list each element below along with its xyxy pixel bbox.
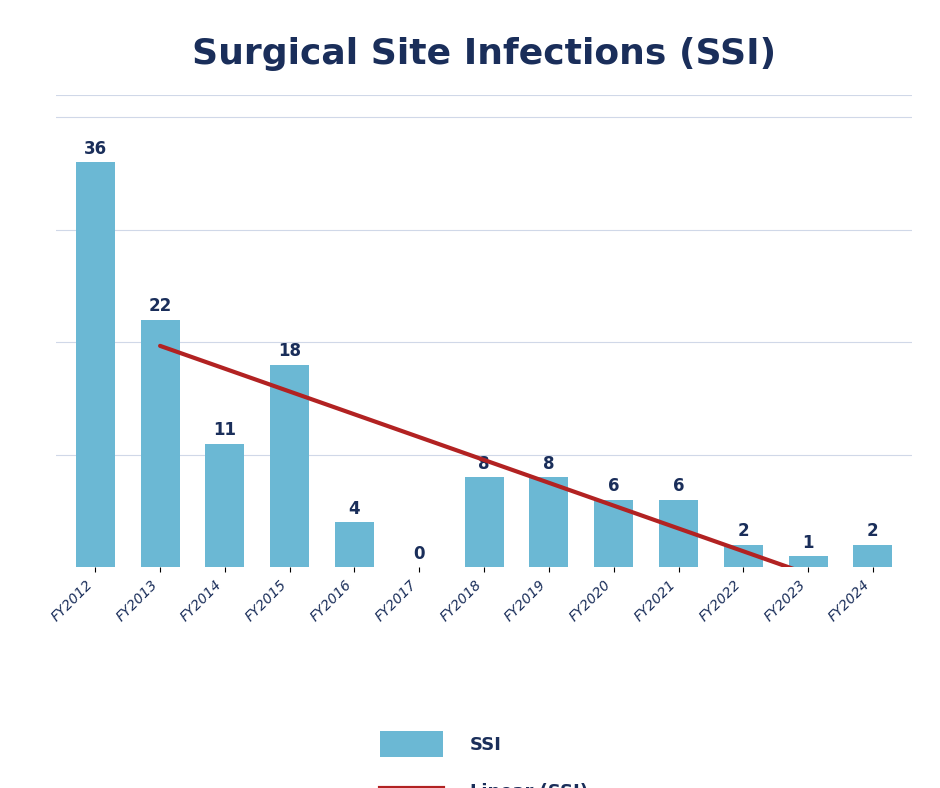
Text: 2: 2 xyxy=(738,522,749,541)
Bar xyxy=(464,478,504,567)
Text: 6: 6 xyxy=(608,478,619,496)
Bar xyxy=(789,556,827,567)
Bar xyxy=(594,500,634,567)
Legend: SSI, Linear (SSI): SSI, Linear (SSI) xyxy=(380,731,588,788)
Title: Surgical Site Infections (SSI): Surgical Site Infections (SSI) xyxy=(192,37,776,71)
Text: 4: 4 xyxy=(349,500,360,518)
Bar xyxy=(141,320,180,567)
Text: 8: 8 xyxy=(478,455,490,473)
Text: 1: 1 xyxy=(803,533,814,552)
Bar xyxy=(854,545,892,567)
Bar xyxy=(76,162,115,567)
Bar xyxy=(659,500,697,567)
Bar xyxy=(206,444,244,567)
Text: 2: 2 xyxy=(867,522,879,541)
Bar xyxy=(335,522,374,567)
Text: 11: 11 xyxy=(213,421,236,439)
Bar xyxy=(529,478,569,567)
Text: 22: 22 xyxy=(149,297,172,315)
Text: 18: 18 xyxy=(278,342,301,360)
Bar xyxy=(271,365,309,567)
Text: 0: 0 xyxy=(414,545,425,563)
Text: 6: 6 xyxy=(673,478,684,496)
Bar xyxy=(724,545,762,567)
Text: 36: 36 xyxy=(84,139,107,158)
Text: 8: 8 xyxy=(543,455,555,473)
